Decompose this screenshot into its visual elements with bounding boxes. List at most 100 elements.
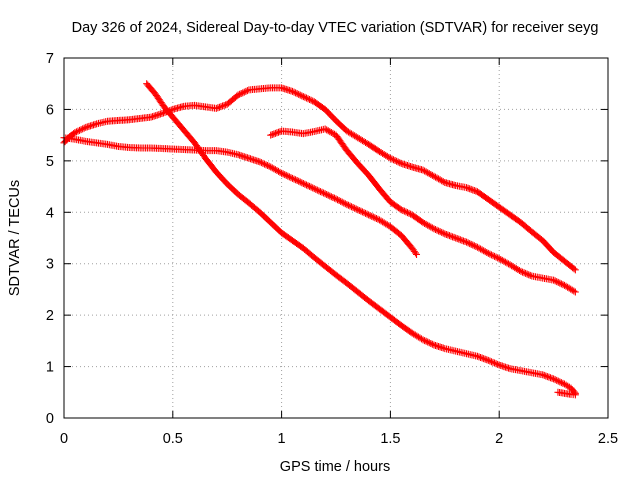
data-point <box>257 159 265 167</box>
data-point <box>298 179 306 187</box>
data-point <box>293 90 301 98</box>
data-point <box>276 168 284 176</box>
series-track-5 <box>554 388 579 399</box>
data-point <box>390 156 398 164</box>
data-point <box>274 128 282 136</box>
y-tick-label: 3 <box>46 257 54 273</box>
data-point <box>427 340 435 348</box>
data-point <box>453 235 461 243</box>
data-point <box>292 89 300 97</box>
data-point <box>428 340 436 348</box>
data-point <box>495 255 503 263</box>
data-point <box>441 230 449 238</box>
data-point <box>337 197 345 205</box>
data-point <box>449 233 457 241</box>
data-point <box>214 104 222 112</box>
data-point <box>240 88 248 96</box>
data-point <box>459 237 467 245</box>
data-point <box>386 154 394 162</box>
data-series <box>60 80 579 399</box>
series-track-1 <box>60 84 579 274</box>
data-point <box>421 337 429 345</box>
data-point <box>402 208 410 216</box>
data-point <box>473 243 481 251</box>
data-point <box>428 224 436 232</box>
data-point <box>438 228 446 236</box>
data-point <box>268 164 276 172</box>
data-point <box>500 257 508 265</box>
data-point <box>469 186 477 194</box>
data-point <box>424 221 432 229</box>
data-point <box>417 335 425 343</box>
data-point <box>340 199 348 207</box>
x-tick-label: 0 <box>60 431 68 447</box>
data-point <box>271 129 279 137</box>
data-point <box>290 175 298 183</box>
data-point <box>427 223 435 231</box>
data-point <box>335 197 343 205</box>
data-point <box>363 210 371 218</box>
data-point <box>360 209 368 217</box>
data-point <box>542 372 550 380</box>
data-point <box>278 169 286 177</box>
data-point <box>315 187 323 195</box>
data-point <box>424 169 432 177</box>
data-point <box>419 219 427 227</box>
data-point <box>519 268 527 276</box>
data-point <box>219 102 227 110</box>
data-point <box>484 249 492 257</box>
data-point <box>265 162 273 170</box>
data-point <box>515 266 523 274</box>
data-point <box>570 265 578 273</box>
data-point <box>273 167 281 175</box>
data-point <box>270 130 278 138</box>
data-point <box>296 91 304 99</box>
data-point <box>274 167 282 175</box>
data-point <box>551 277 559 285</box>
data-point <box>321 190 329 198</box>
y-tick-label: 0 <box>46 411 54 427</box>
data-point <box>551 376 559 384</box>
data-point <box>492 360 500 368</box>
data-point <box>411 249 419 257</box>
plot-frame <box>63 57 609 419</box>
data-point <box>456 236 464 244</box>
data-point <box>281 171 289 179</box>
data-point <box>492 253 500 261</box>
data-point <box>397 206 405 214</box>
data-point <box>486 357 494 365</box>
data-point <box>571 266 579 274</box>
data-point <box>557 379 565 387</box>
data-point <box>419 336 427 344</box>
data-point <box>525 271 533 279</box>
data-point <box>556 279 564 287</box>
data-point <box>489 358 497 366</box>
data-point <box>302 94 310 102</box>
data-point <box>332 195 340 203</box>
data-point <box>486 250 494 258</box>
data-point <box>355 206 363 214</box>
data-point <box>79 125 87 133</box>
data-point <box>304 182 312 190</box>
data-point <box>330 194 338 202</box>
data-point <box>239 89 247 97</box>
data-point <box>550 375 558 383</box>
data-point <box>403 209 411 217</box>
data-point <box>393 157 401 165</box>
data-point <box>467 240 475 248</box>
data-point <box>396 159 404 167</box>
data-point <box>475 353 483 361</box>
data-point <box>295 90 303 98</box>
chart-title: Day 326 of 2024, Sidereal Day-to-day VTE… <box>72 20 599 36</box>
data-point <box>481 248 489 256</box>
data-point <box>422 168 430 176</box>
data-point <box>306 96 314 104</box>
data-point <box>472 187 480 195</box>
data-point <box>222 101 230 109</box>
data-point <box>439 178 447 186</box>
data-point <box>497 255 505 263</box>
data-point <box>71 129 79 137</box>
data-point <box>503 259 511 267</box>
axis-ticks: 0 0.5 1 1.5 2 2.5 0 1 2 3 4 5 6 7 <box>46 51 618 447</box>
data-point <box>372 215 380 223</box>
